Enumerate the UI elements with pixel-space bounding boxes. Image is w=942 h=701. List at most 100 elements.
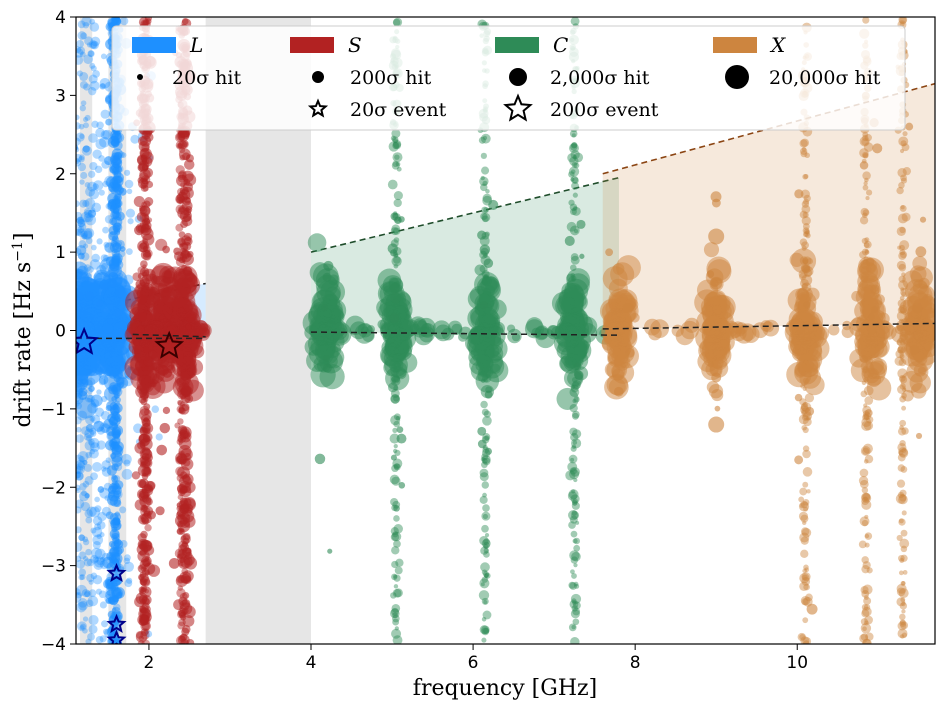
hit-point	[76, 157, 80, 165]
hit-point	[804, 567, 810, 573]
hit-point	[180, 574, 191, 584]
hit-point	[481, 637, 487, 643]
hit-point	[481, 627, 490, 636]
hit-point	[571, 444, 577, 449]
hit-point	[76, 506, 82, 514]
hit-point	[862, 17, 870, 24]
hit-point	[113, 517, 121, 526]
hit-point	[569, 156, 579, 166]
hit-point	[801, 414, 809, 421]
hit-point	[76, 132, 85, 142]
hit-point	[84, 493, 90, 499]
hit-point	[481, 453, 489, 461]
hit-point	[567, 491, 578, 501]
hit-point	[77, 621, 87, 632]
hit-point	[391, 136, 399, 143]
hit-point	[802, 401, 808, 408]
hit-point	[915, 246, 927, 258]
hit-point	[82, 480, 90, 488]
hit-point	[905, 122, 914, 131]
hit-point	[136, 154, 148, 165]
hit-point	[107, 610, 116, 619]
hit-point	[84, 476, 94, 485]
hit-point	[803, 266, 814, 277]
hit-point	[392, 142, 400, 150]
hit-point	[177, 399, 183, 406]
hit-point	[881, 324, 897, 340]
band-wedge-X	[602, 83, 935, 329]
hit-point	[566, 290, 583, 306]
hit-point	[860, 207, 869, 217]
hit-point	[95, 588, 102, 595]
hit-point	[139, 168, 151, 181]
hit-point	[180, 614, 187, 621]
hit-point	[182, 532, 191, 541]
hit-point	[99, 83, 106, 90]
hit-point	[79, 51, 86, 58]
hit-point	[393, 420, 401, 428]
hit-point	[107, 494, 119, 506]
hit-point	[481, 524, 489, 533]
hit-point	[571, 438, 582, 449]
hit-point	[111, 342, 118, 349]
hit-point	[481, 625, 490, 635]
hit-point	[85, 291, 95, 301]
hit-point	[804, 393, 815, 403]
hit-point	[173, 599, 184, 611]
hit-point	[573, 229, 579, 234]
y-tick-label: 2	[55, 165, 66, 185]
hit-point	[94, 505, 102, 513]
hit-point	[84, 509, 93, 518]
hit-point	[91, 120, 99, 128]
hit-point	[398, 482, 406, 489]
hit-point	[87, 633, 95, 641]
hit-point	[114, 286, 126, 298]
hit-point	[180, 249, 190, 259]
hit-point	[119, 506, 127, 514]
hit-point	[138, 513, 149, 525]
hit-point	[76, 487, 81, 494]
hit-point	[139, 585, 152, 598]
hit-point	[390, 527, 399, 536]
hit-point	[800, 138, 810, 147]
hit-point	[798, 321, 817, 341]
hit-point	[490, 363, 501, 374]
hit-point	[479, 472, 489, 482]
hit-point	[87, 50, 95, 57]
hit-point	[579, 253, 585, 259]
hit-point	[570, 149, 580, 160]
hit-point	[394, 626, 399, 631]
hit-point	[141, 448, 153, 461]
x-axis-label: frequency [GHz]	[413, 676, 597, 701]
hit-point	[901, 291, 906, 297]
hit-point	[107, 318, 114, 325]
hit-point	[76, 526, 82, 534]
hit-point	[178, 140, 188, 150]
hit-point	[862, 447, 870, 455]
hit-point	[387, 324, 401, 338]
hit-point	[391, 607, 399, 616]
hit-point	[481, 166, 490, 175]
hit-point	[114, 328, 125, 339]
hit-point	[177, 207, 190, 220]
hit-point	[106, 465, 117, 476]
hit-point	[802, 574, 808, 581]
hit-point	[76, 434, 84, 443]
hit-point	[896, 587, 906, 597]
hit-point	[173, 247, 181, 255]
hit-point	[394, 566, 403, 575]
hit-point	[926, 325, 935, 340]
hit-point	[390, 394, 401, 404]
hit-point	[113, 308, 123, 318]
hit-point	[76, 122, 81, 130]
hit-point	[860, 390, 868, 398]
legend-hit-marker	[312, 71, 324, 83]
hit-point	[572, 601, 581, 610]
hit-point	[390, 608, 400, 619]
hit-point	[897, 245, 902, 250]
hit-point	[393, 256, 401, 264]
hit-point	[139, 495, 152, 508]
hit-point	[163, 270, 172, 280]
hit-point	[84, 36, 94, 46]
